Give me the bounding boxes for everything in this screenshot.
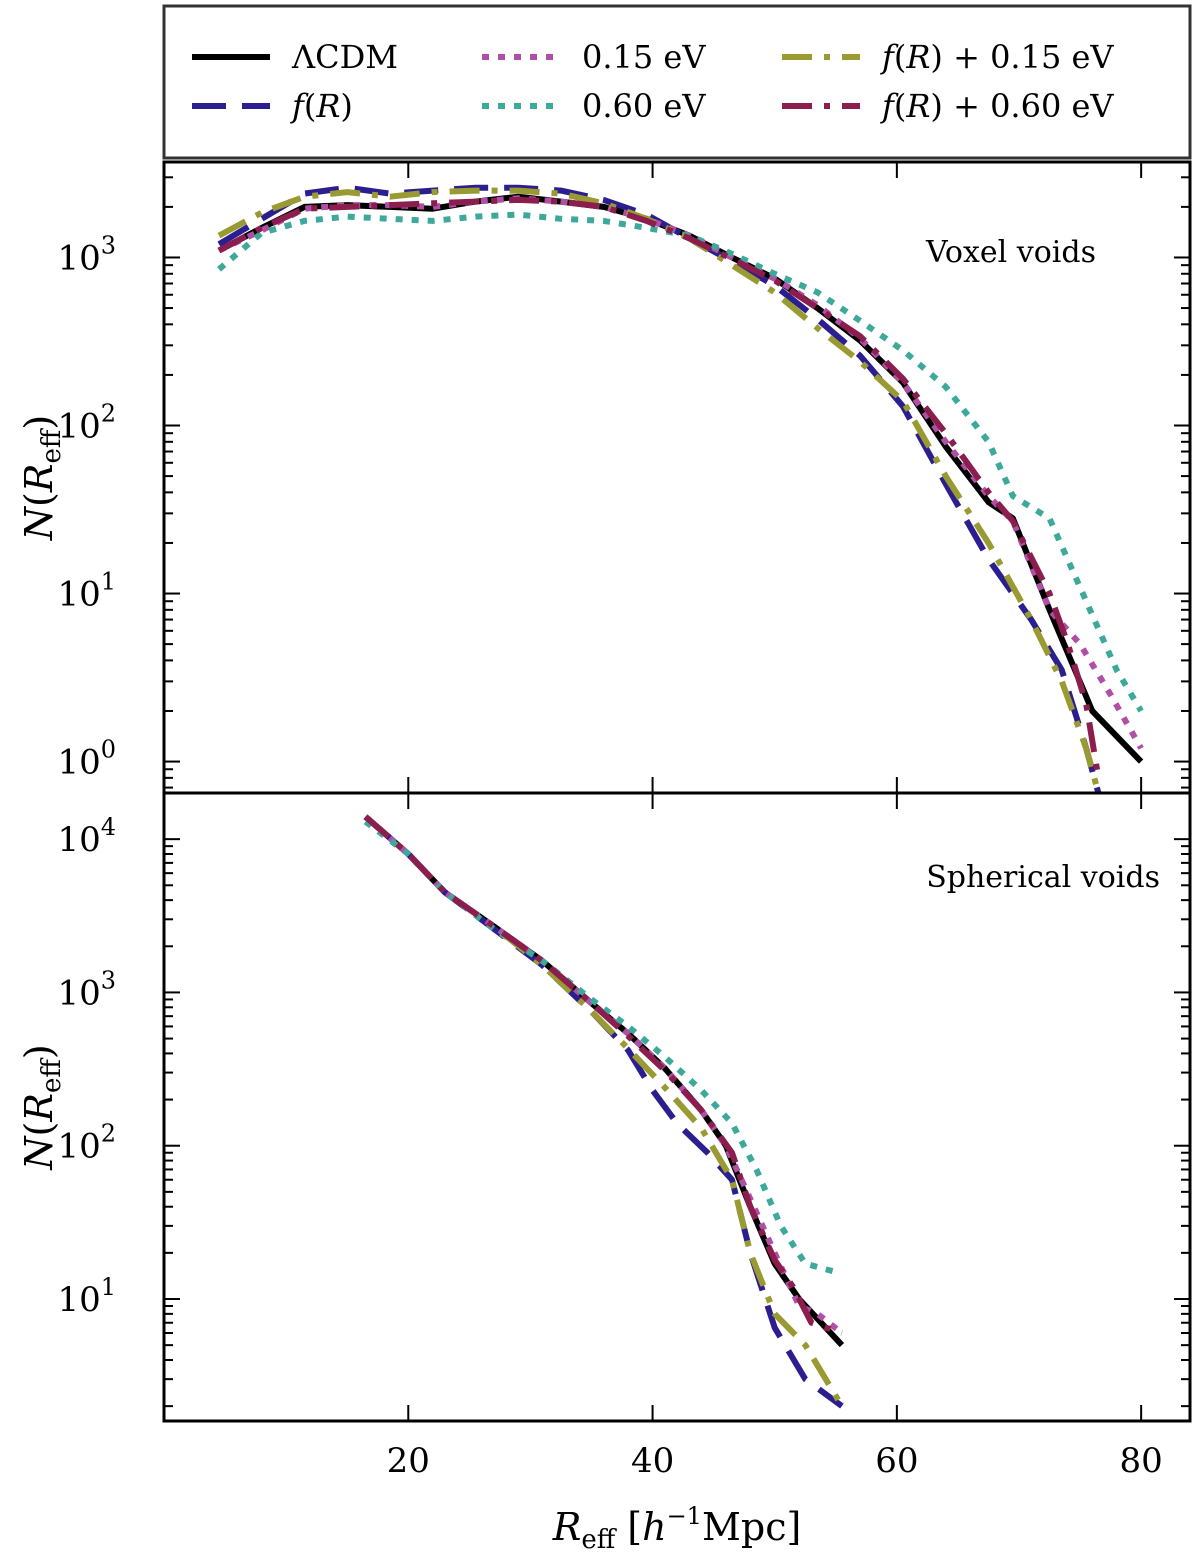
y-axis-label-part: R — [17, 463, 61, 493]
legend-label: f(R) + 0.60 eV — [880, 87, 1114, 125]
panel-annotation: Spherical voids — [926, 860, 1160, 895]
series-line-0-15-ev — [217, 195, 1144, 750]
legend-label-part: R — [905, 87, 930, 125]
y-tick-label: 104 — [57, 813, 116, 860]
y-axis-label-part: N — [17, 505, 61, 541]
y-tick-exponent: 2 — [101, 400, 116, 428]
series-line-f-r-0-15-ev — [217, 187, 1102, 793]
legend-label-part: ( — [304, 87, 316, 125]
y-tick-exponent: 4 — [101, 813, 116, 841]
y-tick-label: 100 — [57, 736, 116, 783]
x-axis-label-part: −1 — [667, 1502, 702, 1530]
y-tick-base: 10 — [57, 820, 100, 860]
series-line-f-r- — [363, 814, 844, 1409]
legend-label-part: 0.60 eV — [582, 87, 706, 125]
legend-label-part: R — [905, 38, 930, 76]
x-axis-label-part: eff — [581, 1525, 617, 1555]
y-tick-base: 10 — [57, 238, 100, 278]
y-axis-label-part: ( — [17, 1122, 61, 1137]
y-tick-base: 10 — [57, 743, 100, 783]
y-axis-label-part: ) — [17, 1044, 61, 1059]
x-tick-label: 40 — [631, 1441, 674, 1481]
legend-label: 0.60 eV — [582, 87, 706, 125]
series-group — [217, 184, 1144, 793]
legend-label: f(R) + 0.15 eV — [880, 38, 1114, 76]
legend: ΛCDM f(R) 0.15 eV 0.60 eV f(R) + 0.15 eV f(R)… — [162, 4, 1192, 160]
y-tick-label: 103 — [57, 231, 116, 278]
legend-label: ΛCDM — [291, 38, 398, 76]
y-axis-label-part: eff — [37, 427, 67, 463]
legend-label-part: ) + 0.15 eV — [930, 38, 1114, 76]
y-tick-exponent: 1 — [101, 1273, 116, 1301]
y-tick-base: 10 — [57, 1280, 100, 1320]
y-axis-label-part: N — [17, 1135, 61, 1171]
y-axis-label-part: eff — [37, 1057, 67, 1093]
y-tick-exponent: 3 — [101, 231, 116, 259]
series-line-f-r- — [217, 184, 1102, 793]
x-tick-label: 60 — [875, 1441, 918, 1481]
y-axis-label-part: ( — [17, 492, 61, 507]
x-tick-label: 20 — [387, 1441, 430, 1481]
legend-label-part: 0.15 eV — [582, 38, 706, 76]
legend-label-part: R — [315, 87, 340, 125]
y-tick-exponent: 3 — [101, 966, 116, 994]
x-axis-label: Reff [h−1Mpc] — [552, 1502, 802, 1555]
y-tick-exponent: 0 — [101, 736, 116, 764]
panel-annotation: Voxel voids — [925, 235, 1096, 270]
legend-label-part: ) + 0.60 eV — [930, 87, 1114, 125]
legend-label: 0.15 eV — [582, 38, 706, 76]
y-tick-exponent: 1 — [101, 568, 116, 596]
y-tick-base: 10 — [57, 973, 100, 1013]
legend-label: f(R) — [290, 87, 353, 125]
series-line-f-r-0-60-ev — [363, 814, 843, 1336]
y-tick-label: 101 — [57, 1273, 116, 1320]
y-axis-label-part: R — [17, 1093, 61, 1123]
y-tick-base: 10 — [57, 407, 100, 447]
series-line-0-60-ev — [217, 211, 1144, 713]
x-tick-label: 80 — [1120, 1441, 1163, 1481]
series-line--cdm — [363, 814, 845, 1348]
series-line-0-60-ev — [363, 819, 837, 1275]
y-tick-base: 10 — [57, 575, 100, 615]
x-axis-label-part: Mpc] — [702, 1505, 801, 1549]
y-tick-label: 103 — [57, 966, 116, 1013]
legend-frame — [162, 4, 1192, 160]
series-group — [363, 814, 845, 1409]
series-line-f-r-0-15-ev — [363, 814, 845, 1408]
y-tick-label: 102 — [57, 400, 116, 447]
legend-label-part: ΛCDM — [291, 38, 398, 76]
x-axis: 20 40 60 80 — [387, 1441, 1163, 1481]
y-axis-label-part: ) — [17, 415, 61, 430]
x-axis-label-part: [ — [615, 1505, 642, 1549]
y-tick-label: 101 — [57, 568, 116, 615]
panel-frame — [162, 791, 1192, 1423]
y-tick-base: 10 — [57, 1127, 100, 1167]
legend-label-part: ( — [894, 38, 906, 76]
series-line-f-r-0-60-ev — [217, 196, 1102, 779]
y-axis-label: N(Reff) — [17, 1044, 67, 1170]
legend-label-part: ( — [894, 87, 906, 125]
y-tick-label: 102 — [57, 1120, 116, 1167]
y-axis-label: N(Reff) — [17, 415, 67, 541]
x-axis-label-part: R — [552, 1505, 582, 1549]
x-axis-label-part: h — [642, 1505, 666, 1549]
legend-label-part: ) — [340, 87, 352, 125]
y-tick-exponent: 2 — [101, 1120, 116, 1148]
